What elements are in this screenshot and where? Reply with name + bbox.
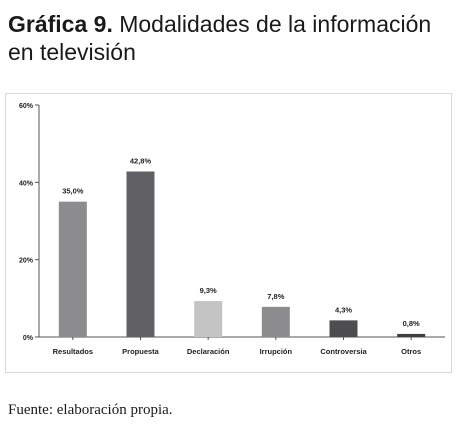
y-tick-label: 0% bbox=[23, 335, 34, 342]
data-label: 7,8% bbox=[267, 292, 284, 301]
data-label: 4,3% bbox=[335, 305, 352, 314]
bar bbox=[58, 201, 87, 337]
data-label: 9,3% bbox=[200, 286, 217, 295]
bar bbox=[126, 171, 155, 337]
y-tick-label: 20% bbox=[19, 258, 34, 265]
data-label: 35,0% bbox=[62, 187, 84, 196]
y-tick-label: 60% bbox=[19, 103, 34, 110]
data-label: 42,8% bbox=[130, 157, 152, 166]
bar bbox=[397, 333, 426, 337]
bar bbox=[261, 306, 290, 337]
x-tick-label: Controversia bbox=[320, 347, 367, 356]
data-label: 0,8% bbox=[403, 319, 420, 328]
source-note: Fuente: elaboración propia. bbox=[8, 402, 173, 418]
bar bbox=[329, 320, 358, 337]
chart-title-text: Modalidades de la información en televis… bbox=[8, 11, 432, 65]
y-tick-label: 40% bbox=[19, 180, 34, 187]
x-tick-label: Resultados bbox=[53, 347, 93, 356]
bar bbox=[194, 301, 223, 337]
x-tick-label: Propuesta bbox=[122, 347, 160, 356]
x-tick-label: Irrupción bbox=[260, 347, 293, 356]
x-tick-label: Declaración bbox=[187, 347, 230, 356]
chart-frame bbox=[5, 93, 452, 373]
chart-title: Gráfica 9. Modalidades de la información… bbox=[8, 10, 453, 66]
x-tick-label: Otros bbox=[401, 347, 421, 356]
chart-number: Gráfica 9. bbox=[8, 11, 113, 37]
